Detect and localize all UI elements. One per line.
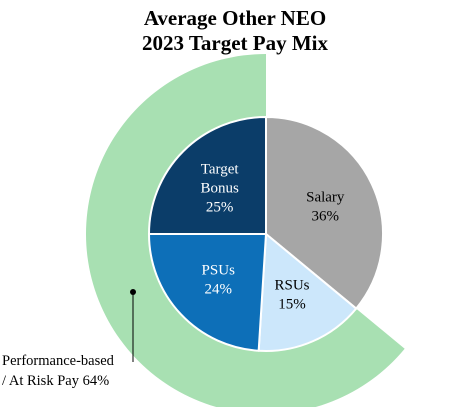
pie-slice-2 [148, 233, 267, 352]
pie-slice-label-0-line-1: 36% [312, 209, 340, 225]
pie-slice-3 [148, 116, 267, 235]
pie-slice-label-0: Salary 36% [306, 190, 345, 225]
pie-slice-label-3-line-0: Target [201, 162, 240, 178]
outer-ring-performance-based [86, 54, 405, 407]
pie-slice-label-0-line-0: Salary [306, 190, 345, 206]
pie-slice-label-3: Target Bonus 25% [200, 162, 239, 216]
pie-slice-0 [265, 116, 384, 310]
pie-slice-label-3-line-2: 25% [206, 200, 234, 216]
chart-title-line-2: 2023 Target Pay Mix [141, 31, 329, 55]
outer-ring-label: Performance-based / At Risk Pay 64% [2, 351, 142, 391]
outer-ring-label-line-2: / At Risk Pay 64% [2, 373, 110, 389]
pie-slice-label-3-line-1: Bonus [200, 181, 239, 197]
pie-slice-label-1-line-1: 15% [278, 297, 306, 313]
pie-slice-label-1-line-0: RSUs [275, 278, 310, 294]
pie-slice-label-2-line-1: 24% [204, 281, 232, 297]
pie-slice-label-2-line-0: PSUs [202, 262, 236, 278]
outer-ring-leader-dot [130, 289, 136, 295]
chart-title: Average Other NEO 2023 Target Pay Mix [0, 6, 470, 56]
pie-slice-label-1: RSUs 15% [275, 278, 310, 313]
pie-slice-label-2: PSUs 24% [202, 262, 236, 297]
outer-ring-label-line-1: Performance-based [2, 353, 114, 369]
pie-slice-1 [257, 233, 358, 352]
chart-title-line-1: Average Other NEO [143, 6, 327, 30]
